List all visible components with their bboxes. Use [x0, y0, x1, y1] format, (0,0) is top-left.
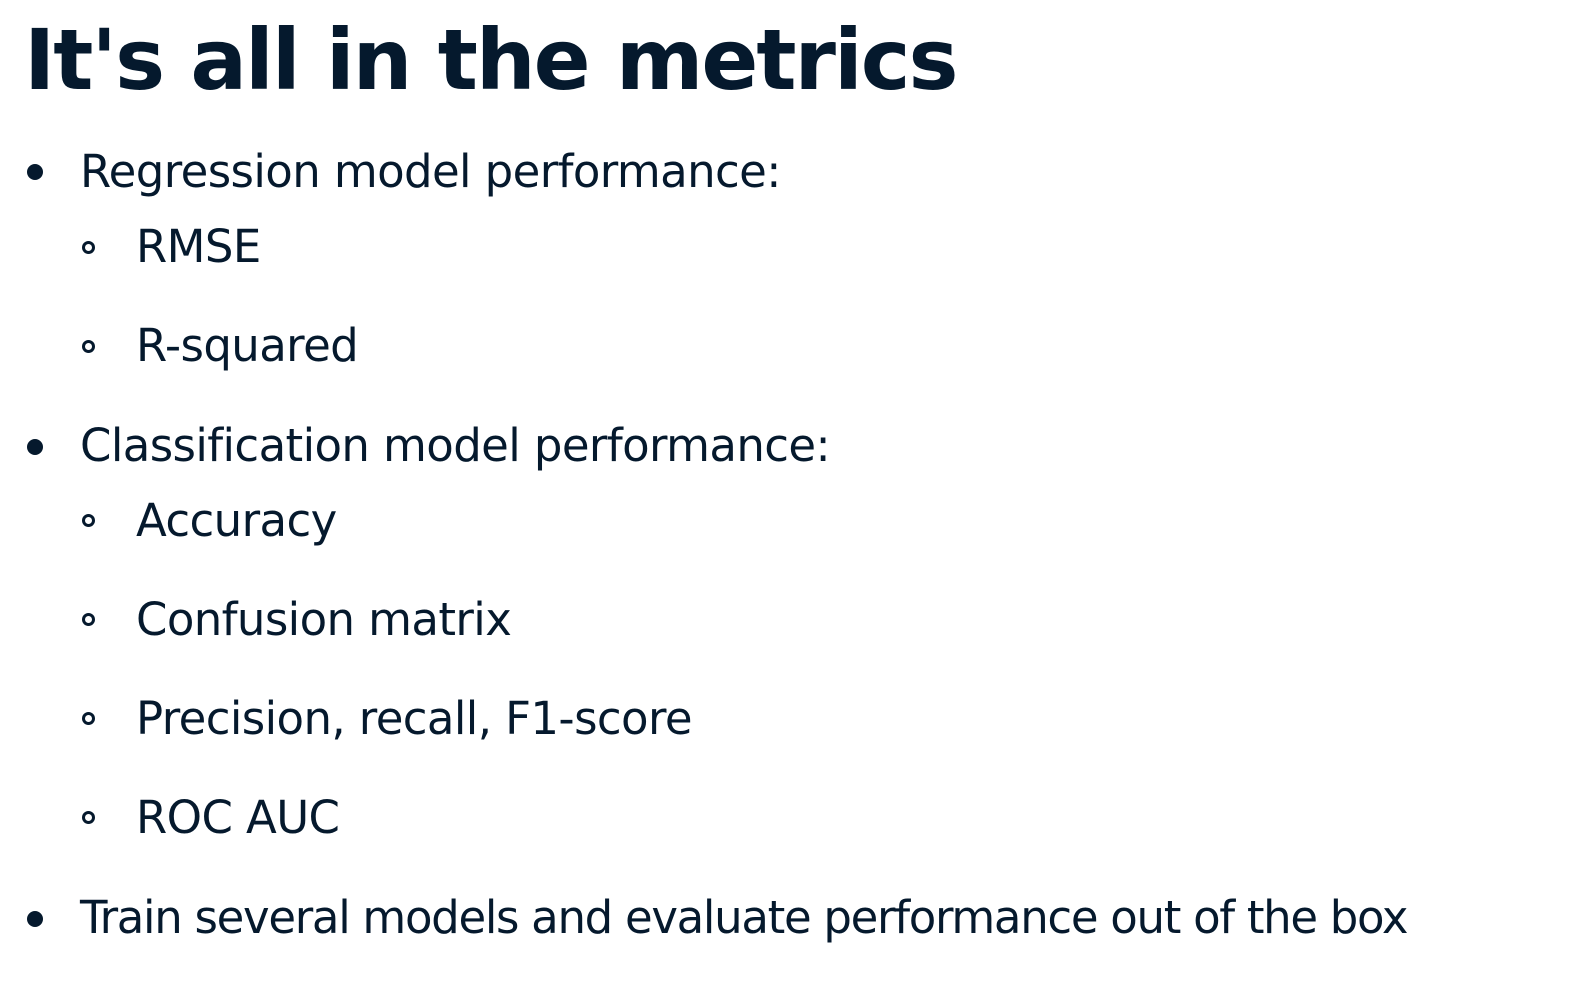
- bullet-regression: Regression model performance:: [80, 145, 781, 198]
- sub-bullet-ring-icon: [82, 613, 95, 626]
- sub-item-r-squared: R-squared: [136, 319, 359, 372]
- sub-bullet-ring-icon: [82, 241, 95, 254]
- sub-bullet-ring-icon: [82, 340, 95, 353]
- bullet-train-several-models: Train several models and evaluate perfor…: [80, 891, 1409, 944]
- slide-title: It's all in the metrics: [24, 11, 959, 109]
- sub-item-roc-auc: ROC AUC: [136, 791, 340, 844]
- bullet-dot-icon: [27, 164, 43, 180]
- sub-item-accuracy: Accuracy: [136, 494, 337, 547]
- sub-item-precision-recall-f1: Precision, recall, F1-score: [136, 692, 693, 745]
- sub-item-confusion-matrix: Confusion matrix: [136, 593, 512, 646]
- sub-bullet-ring-icon: [82, 712, 95, 725]
- sub-bullet-ring-icon: [82, 811, 95, 824]
- sub-bullet-ring-icon: [82, 514, 95, 527]
- bullet-classification: Classification model performance:: [80, 419, 831, 472]
- bullet-dot-icon: [27, 439, 43, 455]
- bullet-dot-icon: [27, 911, 43, 927]
- sub-item-rmse: RMSE: [136, 220, 261, 273]
